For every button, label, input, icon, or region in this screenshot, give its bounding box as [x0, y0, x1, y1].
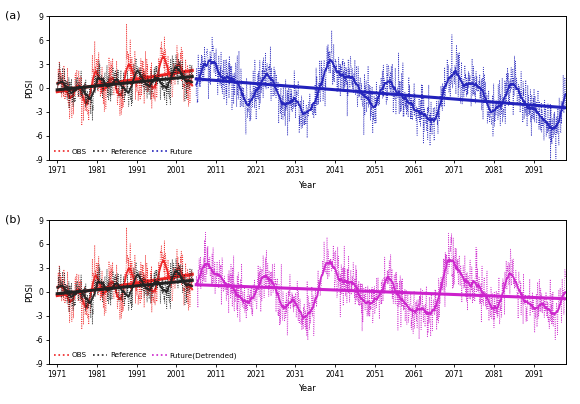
Y-axis label: PDSI: PDSI — [25, 282, 34, 301]
Text: (a): (a) — [5, 11, 21, 21]
Legend: OBS, Reference, Future(Detrended): OBS, Reference, Future(Detrended) — [53, 351, 238, 360]
X-axis label: Year: Year — [299, 384, 316, 393]
Text: (b): (b) — [5, 214, 21, 224]
Y-axis label: PDSI: PDSI — [25, 78, 34, 98]
X-axis label: Year: Year — [299, 181, 316, 189]
Legend: OBS, Reference, Future: OBS, Reference, Future — [53, 147, 194, 156]
